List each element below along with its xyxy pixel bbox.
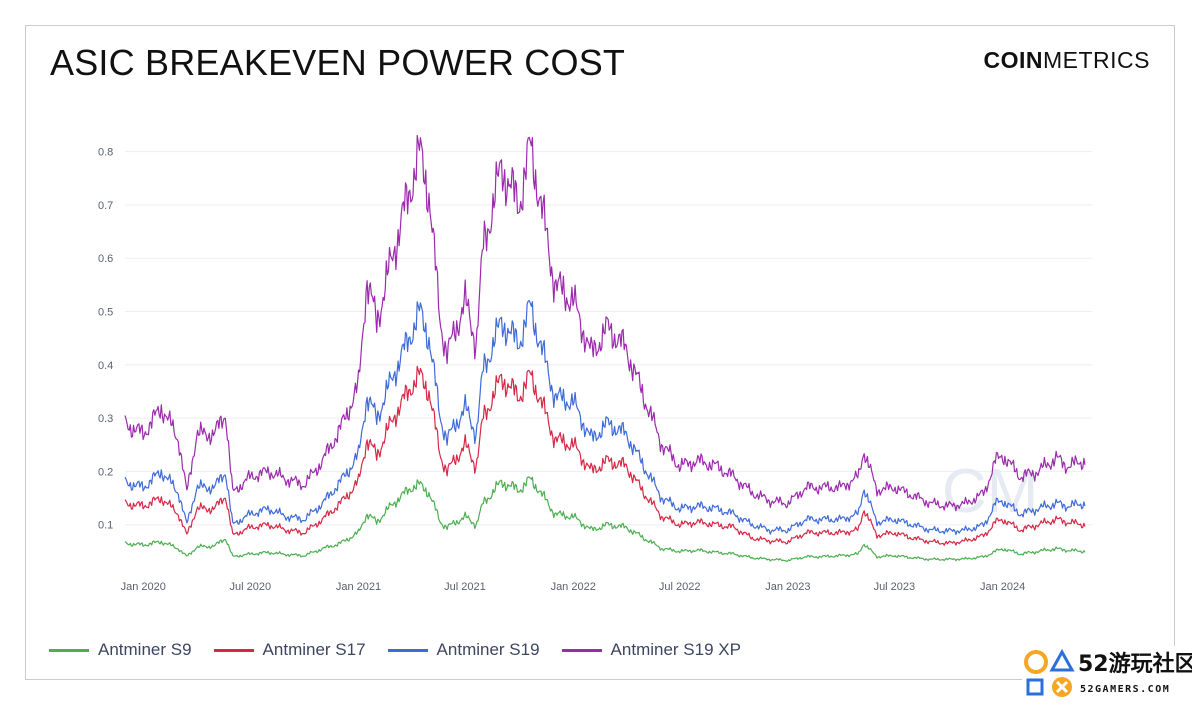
series-lines bbox=[124, 134, 1086, 563]
brand-logo-light: METRICS bbox=[1043, 47, 1150, 73]
x-tick-label: Jan 2023 bbox=[765, 581, 810, 593]
x-tick-label: Jan 2022 bbox=[551, 581, 596, 593]
legend-label: Antminer S19 bbox=[436, 640, 540, 659]
svg-text:52游玩社区: 52游玩社区 bbox=[1078, 651, 1192, 677]
legend-label: Antminer S9 bbox=[98, 640, 192, 659]
y-tick-label: 0.7 bbox=[98, 200, 113, 212]
series-line-antminer-s9 bbox=[124, 476, 1086, 563]
y-tick-label: 0.4 bbox=[98, 360, 113, 372]
y-tick-label: 0.6 bbox=[98, 253, 113, 265]
x-axis-ticks: Jan 2020 Jul 2020 Jan 2021 Jul 2021 Jan 2022… bbox=[121, 581, 1026, 593]
y-tick-label: 0.2 bbox=[98, 466, 113, 478]
y-tick-label: 0.8 bbox=[98, 147, 113, 159]
site-logo: 52游玩社区 52GAMERS.COM bbox=[1022, 646, 1192, 701]
y-tick-label: 0.3 bbox=[98, 413, 113, 425]
x-tick-label: Jan 2024 bbox=[980, 581, 1025, 593]
x-tick-label: Jan 2020 bbox=[121, 581, 166, 593]
x-tick-label: Jan 2021 bbox=[336, 581, 381, 593]
legend-label: Antminer S19 XP bbox=[610, 640, 741, 659]
series-line-antminer-s17 bbox=[124, 365, 1086, 546]
svg-text:52GAMERS.COM: 52GAMERS.COM bbox=[1080, 684, 1170, 695]
legend-item[interactable]: Antminer S19 bbox=[387, 640, 540, 660]
brand-logo: COINMETRICS bbox=[984, 47, 1151, 74]
legend-item[interactable]: Antminer S17 bbox=[213, 640, 366, 660]
site-logo-icon: 52游玩社区 52GAMERS.COM bbox=[1024, 648, 1192, 697]
series-line-antminer-s19-xp bbox=[124, 134, 1086, 512]
y-tick-label: 0.5 bbox=[98, 307, 113, 319]
legend: Antminer S9 Antminer S17 Antminer S19 Antmi… bbox=[49, 640, 763, 660]
y-tick-label: 0.1 bbox=[98, 520, 113, 532]
legend-item[interactable]: Antminer S9 bbox=[49, 640, 192, 660]
chart-title: ASIC BREAKEVEN POWER COST bbox=[50, 42, 626, 83]
x-tick-label: Jul 2022 bbox=[659, 581, 701, 593]
legend-swatch bbox=[49, 648, 89, 652]
x-tick-label: Jul 2021 bbox=[444, 581, 486, 593]
brand-logo-bold: COIN bbox=[983, 47, 1043, 73]
legend-swatch bbox=[387, 648, 428, 652]
chart-frame: ASIC BREAKEVEN POWER COST COINMETRICS bbox=[25, 25, 1175, 680]
series-line-antminer-s19 bbox=[124, 300, 1086, 536]
legend-swatch bbox=[561, 648, 602, 652]
legend-swatch bbox=[213, 648, 254, 652]
x-tick-label: Jul 2020 bbox=[229, 581, 271, 593]
x-tick-label: Jul 2023 bbox=[874, 581, 916, 593]
legend-item[interactable]: Antminer S19 XP bbox=[561, 640, 741, 660]
legend-label: Antminer S17 bbox=[262, 640, 366, 659]
y-axis-ticks: 0.1 0.2 0.3 0.4 0.5 0.6 0.7 0.8 bbox=[98, 147, 113, 532]
